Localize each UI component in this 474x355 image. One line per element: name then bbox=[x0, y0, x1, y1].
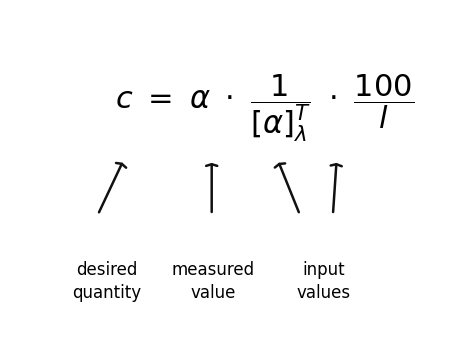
Text: measured
value: measured value bbox=[172, 261, 255, 302]
Text: $c \ = \ \alpha \ \cdot \ \dfrac{1}{[\alpha]^{T}_{\lambda}} \ \cdot \ \dfrac{100: $c \ = \ \alpha \ \cdot \ \dfrac{1}{[\al… bbox=[116, 72, 414, 144]
Text: desired
quantity: desired quantity bbox=[73, 261, 142, 302]
Text: input
values: input values bbox=[297, 261, 351, 302]
